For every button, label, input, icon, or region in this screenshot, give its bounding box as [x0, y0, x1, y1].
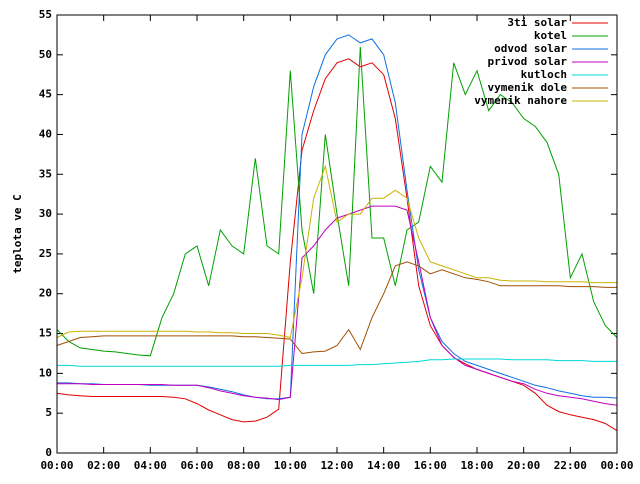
x-tick-label: 12:00	[320, 459, 353, 472]
x-tick-label: 10:00	[274, 459, 307, 472]
y-tick-label: 10	[39, 366, 52, 379]
y-tick-label: 20	[39, 287, 52, 300]
series-line	[56, 164, 617, 339]
x-tick-label: 00:00	[600, 459, 633, 472]
y-tick-label: 15	[39, 327, 52, 340]
plot-border	[56, 14, 618, 454]
y-tick-label: 30	[39, 207, 52, 220]
x-tick-label: 08:00	[227, 459, 260, 472]
x-tick-label: 02:00	[87, 459, 120, 472]
y-tick-label: 50	[39, 48, 52, 61]
y-tick-label: 55	[39, 8, 52, 21]
y-tick-label: 25	[39, 247, 52, 260]
legend-label: vymenik dole	[488, 81, 568, 94]
series-line	[57, 205, 618, 406]
series-line	[57, 358, 617, 367]
series-line	[57, 34, 618, 400]
y-axis-label: teplota ve C	[11, 194, 24, 273]
x-tick-label: 22:00	[554, 459, 587, 472]
x-tick-label: 06:00	[180, 459, 213, 472]
legend-label: 3ti solar	[507, 16, 567, 29]
legend-label: odvod solar	[494, 42, 567, 55]
legend-label: kutloch	[521, 68, 567, 81]
x-tick-label: 04:00	[134, 459, 167, 472]
legend-label: vymenik nahore	[474, 94, 567, 107]
y-tick-label: 40	[39, 127, 52, 140]
x-tick-label: 16:00	[414, 459, 447, 472]
legend-label: kotel	[534, 29, 567, 42]
x-tick-label: 20:00	[507, 459, 540, 472]
x-tick-label: 14:00	[367, 459, 400, 472]
x-tick-label: 00:00	[40, 459, 73, 472]
y-tick-label: 0	[45, 446, 52, 459]
legend-label: privod solar	[488, 55, 568, 68]
series-line	[56, 58, 618, 432]
x-tick-label: 18:00	[460, 459, 493, 472]
y-tick-label: 5	[45, 406, 52, 419]
y-tick-label: 35	[39, 167, 52, 180]
y-tick-label: 45	[39, 88, 52, 101]
series-line	[56, 261, 617, 355]
series-line	[56, 46, 618, 357]
